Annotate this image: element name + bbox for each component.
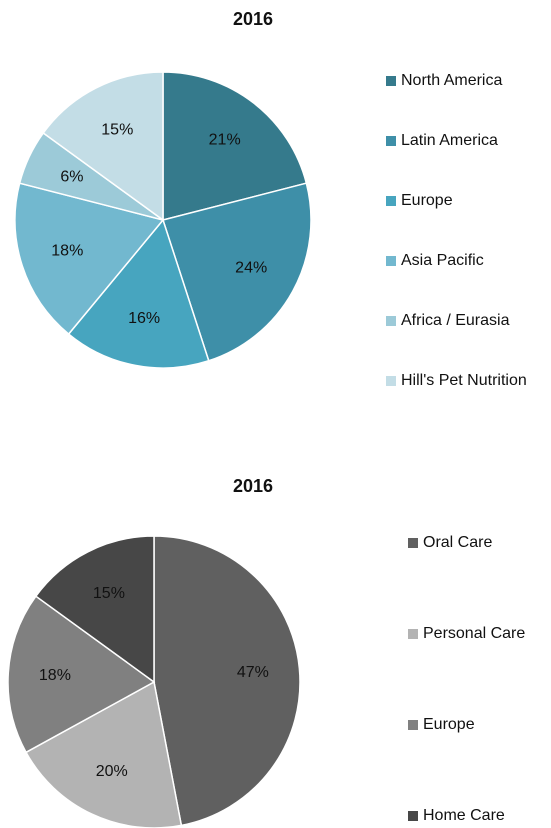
- data-label: 15%: [93, 585, 125, 602]
- data-label: 47%: [237, 664, 269, 681]
- legend-label: Home Care: [423, 807, 505, 824]
- data-label: 18%: [51, 242, 83, 259]
- legend-label: Europe: [423, 716, 475, 733]
- legend-label: Africa / Eurasia: [401, 312, 510, 329]
- pie-slice: [7, 595, 156, 754]
- data-label: 6%: [60, 168, 83, 185]
- data-label: 18%: [39, 667, 71, 684]
- legend-label: Europe: [401, 192, 453, 209]
- legend-swatch: [408, 720, 418, 730]
- pie-slice: [67, 218, 210, 369]
- pie-slice: [162, 182, 312, 362]
- legend-swatch: [386, 76, 396, 86]
- legend-swatch: [386, 376, 396, 386]
- legend-swatch: [386, 256, 396, 266]
- chart-title: 2016: [233, 476, 273, 496]
- pie-slice: [34, 535, 155, 684]
- legend-label: Latin America: [401, 132, 498, 149]
- pie-slice: [14, 182, 165, 336]
- pie-slice: [153, 535, 301, 827]
- data-label: 20%: [96, 763, 128, 780]
- pie-slice: [162, 71, 308, 221]
- pie-slice: [42, 71, 164, 222]
- legend-swatch: [386, 196, 396, 206]
- data-label: 21%: [209, 132, 241, 149]
- legend-label: Hill's Pet Nutrition: [401, 372, 527, 389]
- legend-swatch: [386, 316, 396, 326]
- legend-label: Asia Pacific: [401, 252, 484, 269]
- legend-swatch: [408, 811, 418, 821]
- legend-label: North America: [401, 72, 502, 89]
- data-label: 16%: [128, 310, 160, 327]
- data-label: 15%: [101, 122, 133, 139]
- chart-title: 2016: [233, 9, 273, 29]
- legend-label: Oral Care: [423, 534, 492, 551]
- legend-swatch: [408, 629, 418, 639]
- legend-swatch: [386, 136, 396, 146]
- data-label: 24%: [235, 260, 267, 277]
- legend-swatch: [408, 538, 418, 548]
- legend-label: Personal Care: [423, 625, 525, 642]
